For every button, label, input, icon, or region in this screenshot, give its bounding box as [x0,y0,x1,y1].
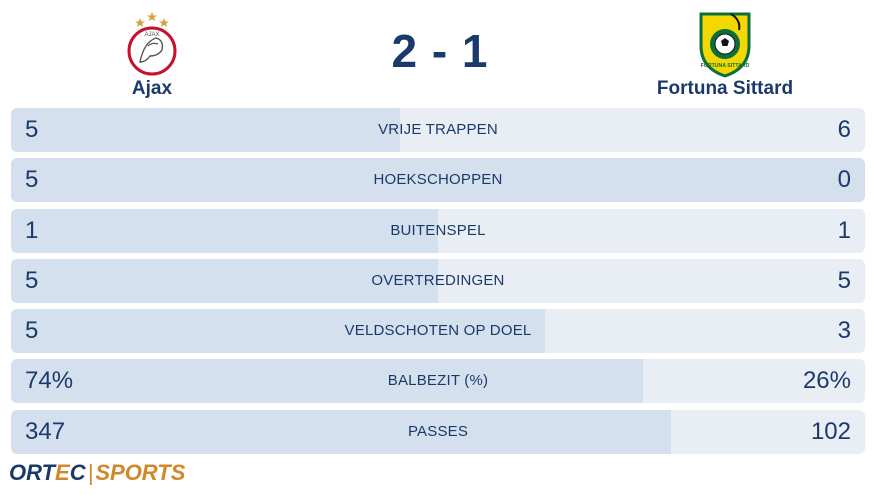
stat-row: 5 HOEKSCHOPPEN 0 [11,158,865,203]
stat-away-value: 6 [837,116,851,143]
stat-label: VRIJE TRAPPEN [378,121,498,138]
brand-logo: ORTEC|SPORTS [9,460,186,485]
stat-away-value: 3 [837,317,851,345]
stat-home-value: 347 [25,417,66,445]
stat-bar-home [11,409,672,454]
stat-home-value: 5 [25,116,39,143]
stat-row: 5 OVERTREDINGEN 5 [11,258,865,303]
stat-away-value: 5 [837,266,851,294]
ajax-logo-lettering: AJAX [144,32,159,38]
stat-bar-home [11,158,865,203]
stat-row: 5 VELDSCHOTEN OP DOEL 3 [11,309,865,354]
away-team-name: Fortuna Sittard [656,78,794,99]
match-score: 2 - 1 [391,25,489,77]
home-team-name: Ajax [131,78,173,99]
stat-bar-home [11,359,643,404]
stat-row: 1 BUITENSPEL 1 [11,208,865,253]
stat-label: VELDSCHOTEN OP DOEL [344,322,532,340]
stat-row: 347 PASSES 102 [11,409,865,454]
stat-away-value: 26% [802,367,851,395]
stat-label: BUITENSPEL [390,221,486,239]
stat-home-value: 5 [25,166,39,194]
ajax-logo-icon: AJAX [127,12,177,76]
stat-label: PASSES [407,422,469,440]
stat-home-value: 5 [25,266,39,294]
home-team: AJAX Ajax [52,6,252,100]
stat-bar-home [11,208,438,253]
stat-away-value: 0 [837,166,851,194]
stat-home-value: 5 [25,317,39,345]
stat-bar-home [11,258,438,303]
fortuna-sittard-logo-icon: FORTUNA SITTARD [699,12,751,78]
stat-label: BALBEZIT (%) [387,372,489,390]
stats-table: 5 VRIJE TRAPPEN 6 5 HOEKSCHOPPEN 0 1 BUITENSPEL… [11,108,865,460]
stat-label: OVERTREDINGEN [371,271,505,289]
stat-row: 5 VRIJE TRAPPEN 6 [11,108,865,152]
fortuna-logo-lettering: FORTUNA SITTARD [701,63,750,69]
stat-label: HOEKSCHOPPEN [373,171,503,189]
stat-row: 74% BALBEZIT (%) 26% [11,359,865,404]
stat-away-value: 102 [810,417,851,445]
stat-away-value: 1 [837,216,851,244]
stat-home-value: 1 [25,216,39,244]
away-team: FORTUNA SITTARD Fortuna Sittard [625,6,825,100]
stat-home-value: 74% [25,367,74,395]
stat-bar-home [11,309,545,354]
stat-bar-home [11,108,400,152]
